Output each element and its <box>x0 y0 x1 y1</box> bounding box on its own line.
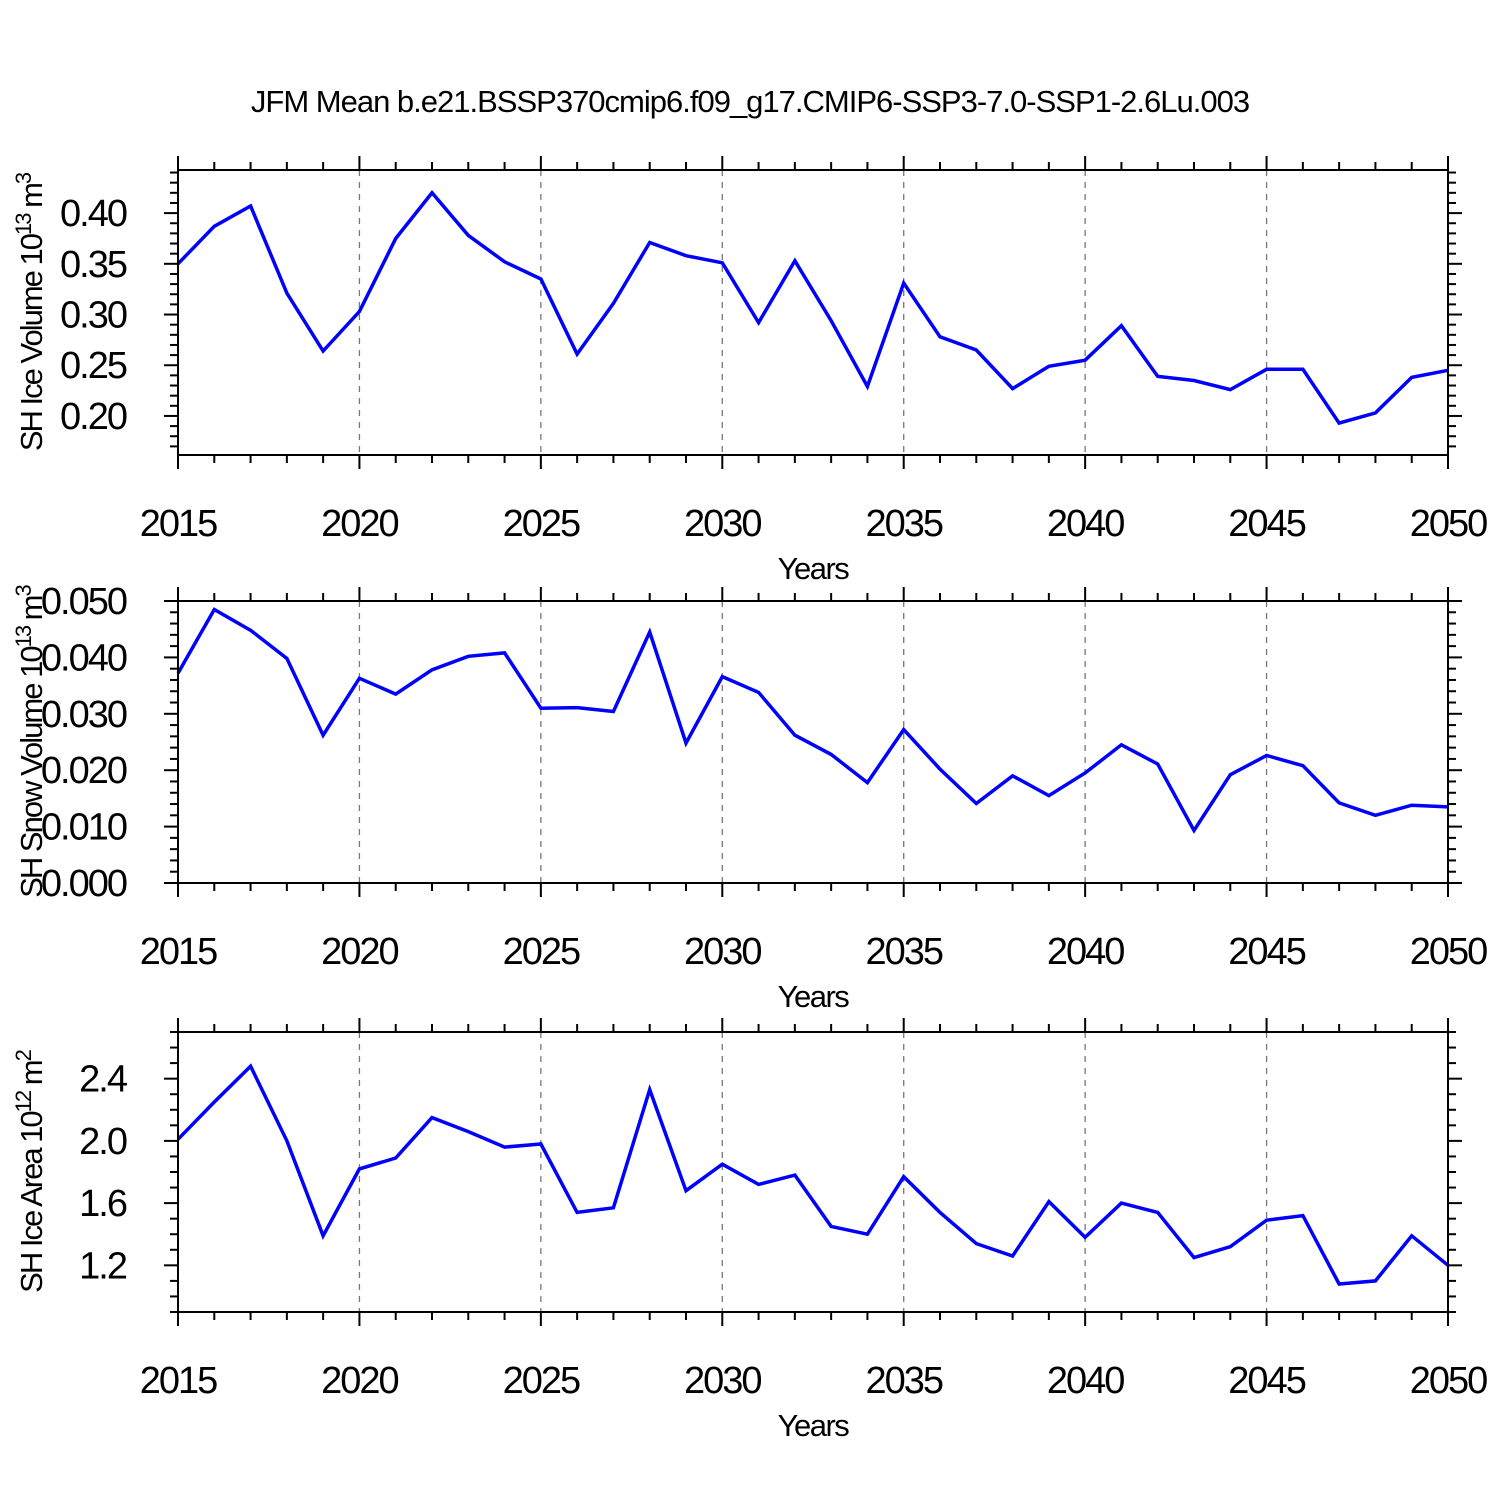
x-tick-label: 2040 <box>1047 931 1124 973</box>
x-tick-label: 2045 <box>1228 503 1305 545</box>
y-axis-label-text: m <box>14 596 49 627</box>
x-tick-label: 2050 <box>1410 503 1487 545</box>
y-axis-label-superscript: 13 <box>11 213 36 235</box>
y-axis-label-text: SH Ice Volume 10 <box>14 233 49 451</box>
y-tick-label: 0.020 <box>41 750 127 792</box>
y-tick-label: 1.2 <box>79 1245 127 1287</box>
y-tick-label: 2.4 <box>79 1059 128 1101</box>
y-axis-label-superscript: 3 <box>11 585 36 597</box>
x-tick-label: 2050 <box>1410 931 1487 973</box>
y-tick-label: 0.35 <box>60 244 127 286</box>
x-tick-label: 2015 <box>140 1360 217 1402</box>
y-axis-label-text: m <box>14 184 49 215</box>
x-tick-label: 2035 <box>865 503 942 545</box>
y-tick-label: 0.25 <box>60 345 127 387</box>
y-axis-label-text: SH Snow Volume 10 <box>14 646 49 898</box>
data-line <box>176 1063 1450 1286</box>
data-line <box>176 190 1449 426</box>
y-tick-label: 0.000 <box>41 863 127 905</box>
y-tick-label: 2.0 <box>79 1121 127 1163</box>
y-axis-label-text: SH Ice Area 10 <box>14 1111 49 1293</box>
y-axis-label: SH Snow Volume 1013 m3 <box>11 585 49 898</box>
x-axis-label: Years <box>778 979 850 1014</box>
x-tick-label: 2030 <box>684 503 761 545</box>
plot-box <box>177 169 1449 456</box>
x-tick-label: 2015 <box>140 503 217 545</box>
x-axis-label: Years <box>778 551 850 586</box>
panel-3: 2015 2020 2025 2030 2035 2040 2045 2050 1.2 1.6 2.… <box>11 1018 1489 1443</box>
x-tick-label: 2020 <box>321 931 398 973</box>
x-tick-label: 2025 <box>503 931 580 973</box>
panels-group: 2015 2020 2025 2030 2035 2040 2045 2050 0.20 0.25… <box>11 156 1489 1443</box>
y-axis-label-superscript: 13 <box>11 625 36 647</box>
y-axis-label-superscript: 3 <box>11 172 36 184</box>
x-tick-label: 2020 <box>321 503 398 545</box>
x-tick-label: 2025 <box>503 503 580 545</box>
y-tick-label: 0.40 <box>60 193 127 235</box>
x-axis-label: Years <box>778 1408 850 1443</box>
x-tick-label: 2020 <box>321 1360 398 1402</box>
x-tick-label: 2040 <box>1047 503 1124 545</box>
y-axis-label-superscript: 2 <box>11 1049 36 1061</box>
plot-box <box>177 600 1449 884</box>
x-tick-label: 2035 <box>865 1360 942 1402</box>
y-axis-label-text: m <box>14 1061 49 1092</box>
x-tick-label: 2045 <box>1228 1360 1305 1402</box>
x-tick-label: 2030 <box>684 931 761 973</box>
y-tick-label: 0.050 <box>41 581 127 623</box>
y-tick-label: 1.6 <box>79 1183 127 1225</box>
x-tick-label: 2035 <box>865 931 942 973</box>
y-axis-label-superscript: 12 <box>11 1090 36 1112</box>
plot-box <box>177 1031 1449 1313</box>
y-tick-label: 0.20 <box>60 396 127 438</box>
y-axis-label: SH Ice Volume 1013 m3 <box>11 172 49 451</box>
x-tick-label: 2045 <box>1228 931 1305 973</box>
y-tick-label: 0.30 <box>60 295 127 337</box>
x-tick-label: 2015 <box>140 931 217 973</box>
panel-2: 2015 2020 2025 2030 2035 2040 2045 2050 0.000 0.0… <box>11 581 1489 1014</box>
y-tick-label: 0.010 <box>41 807 127 849</box>
data-line <box>176 607 1449 834</box>
x-tick-label: 2040 <box>1047 1360 1124 1402</box>
y-tick-label: 0.040 <box>41 637 127 679</box>
chart-title: JFM Mean b.e21.BSSP370cmip6.f09_g17.CMIP… <box>251 84 1249 119</box>
x-tick-label: 2050 <box>1410 1360 1487 1402</box>
y-tick-label: 0.030 <box>41 694 127 736</box>
y-axis-label: SH Ice Area 1012 m2 <box>11 1049 49 1292</box>
panel-1: 2015 2020 2025 2030 2035 2040 2045 2050 0.20 0.25… <box>11 156 1489 586</box>
x-tick-label: 2025 <box>503 1360 580 1402</box>
x-tick-label: 2030 <box>684 1360 761 1402</box>
